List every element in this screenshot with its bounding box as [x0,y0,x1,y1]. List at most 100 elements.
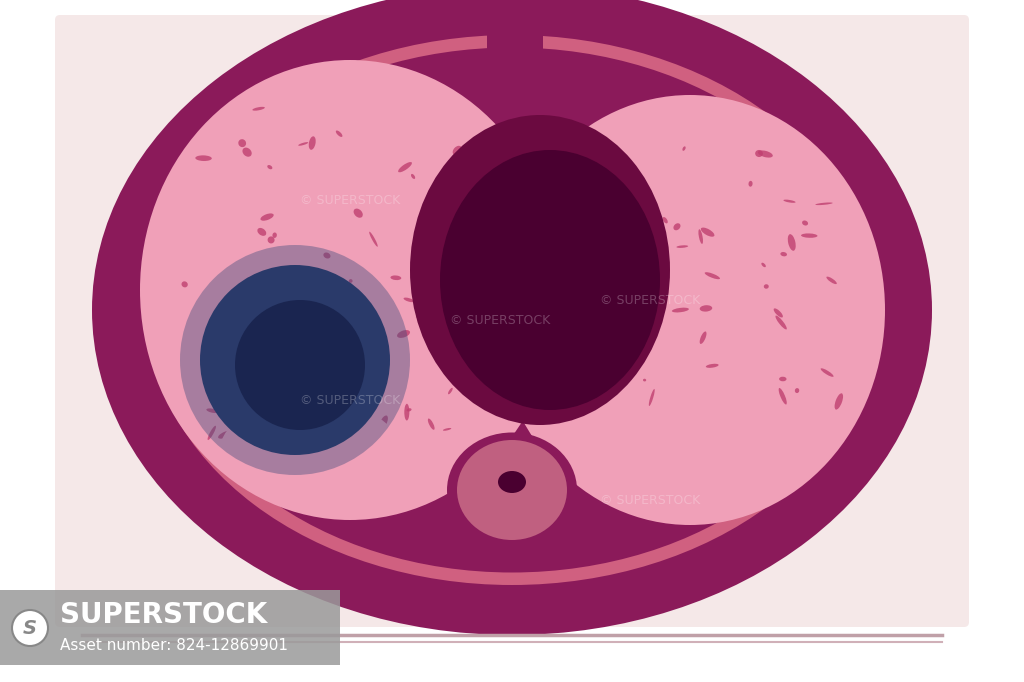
Ellipse shape [345,430,349,434]
Ellipse shape [555,405,705,495]
Ellipse shape [260,213,273,221]
Ellipse shape [457,440,567,540]
Ellipse shape [370,232,378,247]
Ellipse shape [787,234,796,251]
Ellipse shape [307,293,314,298]
Ellipse shape [779,376,786,381]
Ellipse shape [454,376,459,380]
Ellipse shape [682,147,686,151]
Text: S: S [23,619,37,638]
Ellipse shape [416,315,429,318]
Ellipse shape [267,363,275,374]
Ellipse shape [764,284,769,288]
Ellipse shape [453,146,462,155]
Circle shape [200,265,390,455]
Ellipse shape [257,228,266,236]
Ellipse shape [140,60,560,520]
Ellipse shape [250,335,255,342]
Ellipse shape [698,229,703,244]
Ellipse shape [247,277,254,281]
Ellipse shape [755,150,763,157]
Circle shape [180,245,410,475]
Ellipse shape [322,349,330,357]
Ellipse shape [706,364,719,368]
Ellipse shape [279,438,291,447]
Ellipse shape [440,150,660,410]
Ellipse shape [407,409,412,411]
Circle shape [12,610,48,646]
Ellipse shape [705,272,720,279]
Ellipse shape [181,282,187,287]
Ellipse shape [643,379,646,381]
Ellipse shape [243,147,252,157]
Ellipse shape [322,311,326,316]
Ellipse shape [196,155,212,161]
Ellipse shape [404,404,410,421]
Ellipse shape [207,338,210,340]
Ellipse shape [298,142,308,146]
Ellipse shape [802,220,808,226]
Ellipse shape [294,441,306,456]
Ellipse shape [218,431,232,439]
Ellipse shape [162,48,862,572]
Ellipse shape [224,445,239,454]
Ellipse shape [674,223,681,231]
Ellipse shape [371,331,377,338]
Ellipse shape [309,136,315,150]
Ellipse shape [663,217,668,224]
Ellipse shape [578,269,584,278]
Ellipse shape [365,371,372,377]
Ellipse shape [208,426,216,440]
Ellipse shape [147,35,877,585]
Ellipse shape [531,398,535,406]
Ellipse shape [293,370,297,374]
Ellipse shape [658,436,675,439]
Ellipse shape [749,181,753,187]
Ellipse shape [252,107,265,110]
FancyBboxPatch shape [487,19,543,60]
Ellipse shape [783,200,796,203]
Ellipse shape [397,330,410,338]
Ellipse shape [267,237,274,243]
Text: SUPERSTOCK: SUPERSTOCK [60,601,267,629]
Ellipse shape [398,162,412,173]
Ellipse shape [443,428,452,431]
Ellipse shape [439,345,444,356]
Ellipse shape [352,325,361,331]
Ellipse shape [667,427,671,432]
Ellipse shape [207,409,218,413]
Ellipse shape [256,292,261,299]
FancyBboxPatch shape [0,590,340,665]
Ellipse shape [239,139,246,147]
Text: Asset number: 824-12869901: Asset number: 824-12869901 [60,638,288,653]
Ellipse shape [324,252,331,258]
Ellipse shape [430,170,590,290]
Ellipse shape [650,443,656,458]
Ellipse shape [826,277,837,284]
Ellipse shape [677,246,688,248]
Ellipse shape [649,389,654,406]
Ellipse shape [379,415,388,430]
Ellipse shape [449,388,453,394]
Ellipse shape [498,471,526,493]
Ellipse shape [353,209,362,218]
Ellipse shape [700,228,715,237]
Ellipse shape [628,436,636,451]
Ellipse shape [699,331,707,344]
Ellipse shape [495,95,885,525]
Circle shape [234,300,365,430]
Ellipse shape [390,276,401,280]
Ellipse shape [722,435,728,445]
Ellipse shape [758,151,773,158]
Ellipse shape [815,203,833,205]
Ellipse shape [429,212,432,217]
Ellipse shape [286,402,290,411]
Text: © SUPERSTOCK: © SUPERSTOCK [600,494,700,507]
Ellipse shape [702,455,707,460]
Ellipse shape [675,413,805,497]
Text: © SUPERSTOCK: © SUPERSTOCK [300,194,400,207]
Text: © SUPERSTOCK: © SUPERSTOCK [450,314,550,327]
Ellipse shape [801,233,817,238]
Ellipse shape [272,233,276,238]
Ellipse shape [428,419,434,430]
